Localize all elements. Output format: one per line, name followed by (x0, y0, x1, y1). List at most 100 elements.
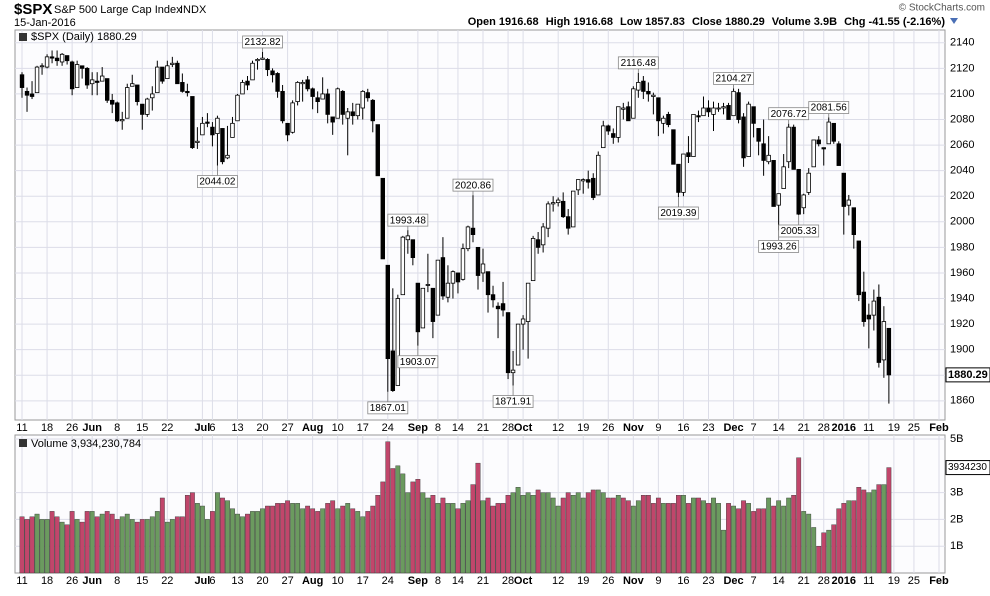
candle-body (876, 296, 882, 363)
candle-body (671, 129, 676, 165)
candle-body (190, 96, 195, 149)
candle-body (846, 199, 851, 206)
volume-bar (390, 468, 396, 574)
volume-bar (746, 503, 751, 574)
candle-body (375, 124, 380, 177)
quote-value: 1916.68 (573, 16, 613, 28)
volume-bar (194, 503, 200, 574)
candle-body (676, 163, 681, 193)
volume-bar (741, 500, 746, 574)
candle-body (155, 66, 160, 94)
candle-body (74, 64, 80, 88)
candle-body (185, 90, 190, 94)
candle-body (475, 246, 481, 276)
annotation-box (387, 213, 429, 227)
annotation: 2116.48 (621, 58, 657, 69)
candle-body (94, 80, 100, 83)
volume-bar (791, 495, 797, 574)
x-tick-label: 9 (655, 422, 661, 434)
volume-bar (886, 467, 892, 574)
candle-body (646, 90, 651, 95)
volume-bar (620, 497, 626, 574)
volume-bar (250, 511, 255, 574)
x-tick-label: 14 (452, 422, 464, 434)
volume-bar (475, 462, 481, 574)
candle-body (596, 154, 601, 196)
candle-body (69, 61, 75, 90)
volume-bar (280, 503, 285, 574)
annotation: 1993.48 (390, 215, 427, 226)
candle-body (175, 62, 180, 85)
candle-body (796, 168, 801, 215)
annotation-box (367, 401, 409, 415)
x-tick-label: 21 (798, 575, 810, 587)
candle-body (586, 179, 591, 183)
x-tick-label: 23 (702, 422, 714, 434)
candle-body (400, 236, 406, 296)
candle-body (305, 79, 310, 90)
volume-bar (510, 492, 516, 574)
candle-body (791, 126, 796, 170)
candle-body (135, 84, 140, 103)
volume-bar (876, 484, 882, 574)
candle-body (285, 122, 290, 136)
y-tick-label: 1960 (950, 267, 974, 279)
volume-bar (19, 516, 25, 574)
candle-body (616, 106, 621, 138)
annotation: 2005.33 (781, 226, 818, 237)
volume-bar (605, 497, 611, 574)
volume-bar (350, 508, 356, 574)
volume-bar (580, 497, 586, 574)
volume-bar (811, 527, 817, 574)
candle-body (205, 121, 210, 124)
volume-bar (310, 508, 316, 574)
date: 15-Jan-2016 (14, 17, 76, 29)
x-tick-label: 24 (382, 422, 394, 434)
volume-bar (635, 500, 641, 574)
volume-bar (650, 503, 656, 574)
volume-bar (210, 511, 215, 574)
candle-body (576, 179, 581, 191)
candle-body (230, 122, 235, 138)
y-tick-label: 2140 (950, 37, 974, 49)
volume-bar (104, 511, 110, 574)
candle-body (440, 257, 446, 297)
volume-bar (525, 492, 531, 574)
legend-value: 1880.29 (97, 31, 137, 43)
annotation: 1867.01 (370, 403, 407, 414)
volume-bar (666, 503, 671, 574)
volume-bar (771, 505, 777, 574)
volume-bar (240, 516, 245, 574)
volume-bar (806, 513, 812, 574)
candle-body (651, 94, 656, 97)
x-tick-label: 28 (818, 422, 830, 434)
volume-bar (645, 495, 651, 574)
volume-bar (846, 500, 852, 574)
candle-body (270, 70, 275, 76)
candle-body (811, 139, 816, 168)
x-tick-label: 20 (256, 422, 268, 434)
candle-body (761, 143, 766, 161)
x-tick-label: 8 (435, 575, 441, 587)
x-tick-label: 17 (357, 575, 369, 587)
volume-bar (470, 484, 476, 574)
volume-bar (756, 508, 761, 574)
volume-bar (681, 495, 686, 574)
candle-body (150, 93, 155, 99)
x-tick-label: 23 (702, 575, 714, 587)
volume-bar (169, 519, 175, 574)
volume-bar (731, 505, 736, 574)
candle-body (545, 203, 551, 229)
candle-body (470, 227, 476, 235)
x-tick-label: 25 (908, 575, 920, 587)
candle-body (255, 59, 260, 62)
candle-body (84, 67, 90, 86)
volume-bar (856, 487, 862, 574)
volume-bar (696, 497, 701, 574)
legend-icon (19, 33, 27, 41)
volume-bar (420, 492, 426, 574)
volume-bar (179, 516, 185, 574)
candle-body (836, 143, 841, 166)
x-tick-label: 12 (552, 422, 564, 434)
menu-arrow[interactable] (950, 18, 958, 24)
